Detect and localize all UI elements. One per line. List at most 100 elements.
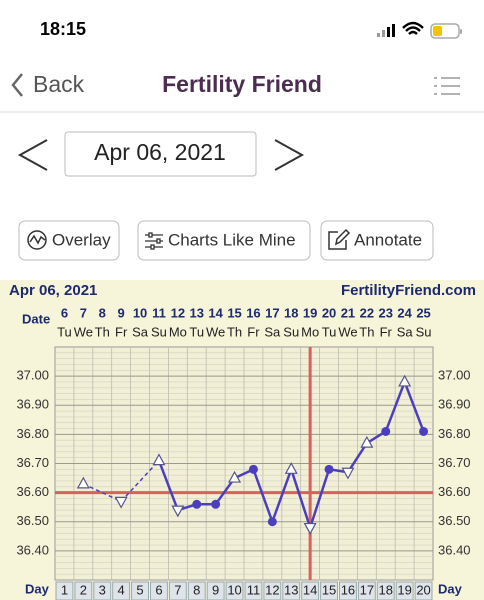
overlay-button[interactable]	[18, 220, 120, 261]
back-chevron[interactable]	[11, 73, 23, 97]
day-cell	[357, 581, 376, 600]
annotate-button[interactable]	[320, 220, 434, 261]
weekday-label: We	[74, 324, 93, 339]
day-cell	[55, 581, 74, 600]
temp-point-open	[360, 435, 374, 448]
day-label: 18	[379, 582, 393, 597]
date-label: 16	[246, 305, 260, 320]
y-tick-label: 36.70	[438, 455, 471, 470]
day-cell	[112, 581, 131, 600]
day-label: 3	[99, 582, 106, 597]
date-row-label: Date	[22, 311, 50, 326]
date-label: 6	[61, 305, 68, 320]
y-tick-label: 36.60	[16, 484, 49, 499]
day-cell	[376, 581, 395, 600]
temp-point-open	[341, 467, 355, 480]
temp-point-open	[398, 374, 412, 387]
y-tick-label: 36.80	[16, 426, 49, 441]
date-label: 20	[322, 305, 336, 320]
prev-date[interactable]	[17, 139, 48, 171]
temp-point-open	[284, 462, 298, 474]
temp-point	[211, 499, 221, 509]
y-tick-label: 37.00	[438, 368, 471, 383]
temp-point-open	[228, 470, 242, 483]
weekday-label: Sa	[397, 324, 414, 339]
day-label: 19	[397, 582, 411, 597]
day-cell	[414, 581, 433, 600]
date-label: 25	[416, 305, 430, 320]
temp-point-open	[303, 522, 317, 535]
button-label[interactable]: Annotate	[354, 230, 422, 249]
y-tick-label: 36.90	[16, 397, 49, 412]
day-cell	[225, 581, 244, 600]
charts-like-mine-button[interactable]	[137, 220, 311, 261]
weekday-label: We	[206, 324, 225, 339]
date-value[interactable]: Apr 06, 2021	[94, 139, 226, 165]
chart-site: FertilityFriend.com	[341, 282, 476, 299]
day-label: 20	[416, 582, 430, 597]
day-cell	[282, 581, 301, 600]
weekday-label: Tu	[189, 324, 204, 339]
temp-point	[248, 464, 258, 474]
weekday-label: Fr	[115, 324, 128, 339]
date-label: 21	[341, 305, 355, 320]
y-tick-label: 36.90	[438, 397, 471, 412]
date-label: 17	[265, 305, 279, 320]
day-cell	[131, 581, 150, 600]
day-cell	[244, 581, 263, 600]
temp-point	[381, 426, 391, 436]
y-tick-label: 36.50	[438, 513, 471, 528]
day-cell	[301, 581, 320, 600]
date-label: 22	[360, 305, 374, 320]
day-row-label: Day	[438, 581, 463, 596]
day-cell	[206, 581, 225, 600]
weekday-label: Sa	[264, 324, 281, 339]
chart-date: Apr 06, 2021	[9, 282, 97, 299]
weekday-label: Mo	[301, 324, 319, 339]
day-label: 6	[155, 582, 162, 597]
date-label: 12	[171, 305, 185, 320]
date-box[interactable]	[64, 131, 257, 177]
day-cell	[320, 581, 339, 600]
button-label[interactable]: Charts Like Mine	[168, 230, 296, 249]
y-tick-label: 36.70	[16, 455, 49, 470]
next-date[interactable]	[274, 139, 305, 171]
weekday-label: Su	[416, 324, 432, 339]
day-cell	[74, 581, 93, 600]
weekday-label: Th	[359, 324, 374, 339]
date-label: 23	[379, 305, 393, 320]
day-cell	[339, 581, 357, 600]
day-cell	[263, 581, 282, 600]
weekday-label: Tu	[57, 324, 72, 339]
day-label: 2	[80, 582, 87, 597]
day-label: 14	[303, 582, 317, 597]
y-tick-label: 37.00	[16, 368, 49, 383]
day-row-label: Day	[25, 581, 50, 596]
menu-button[interactable]	[434, 77, 460, 95]
day-label: 8	[193, 582, 200, 597]
temp-point-open	[76, 476, 90, 489]
day-cell	[395, 581, 414, 600]
day-label: 7	[174, 582, 181, 597]
weekday-label: Fr	[247, 324, 260, 339]
date-label: 10	[133, 305, 147, 320]
day-label: 13	[284, 582, 298, 597]
overlay-icon	[27, 230, 47, 250]
weekday-label: Sa	[132, 324, 149, 339]
day-label: 5	[136, 582, 143, 597]
temp-point	[192, 499, 202, 509]
day-label: 17	[360, 582, 374, 597]
temp-point-open	[171, 505, 185, 518]
button-label[interactable]: Overlay	[52, 230, 111, 249]
date-label: 9	[118, 305, 125, 320]
weekday-label: Su	[283, 324, 299, 339]
day-cell	[93, 581, 112, 600]
date-label: 19	[303, 305, 317, 320]
status-time: 18:15	[40, 19, 86, 39]
date-label: 8	[99, 305, 106, 320]
weekday-label: Th	[227, 324, 242, 339]
day-label: 16	[341, 582, 355, 597]
y-tick-label: 36.40	[438, 542, 471, 557]
back-button[interactable]: Back	[33, 71, 85, 97]
